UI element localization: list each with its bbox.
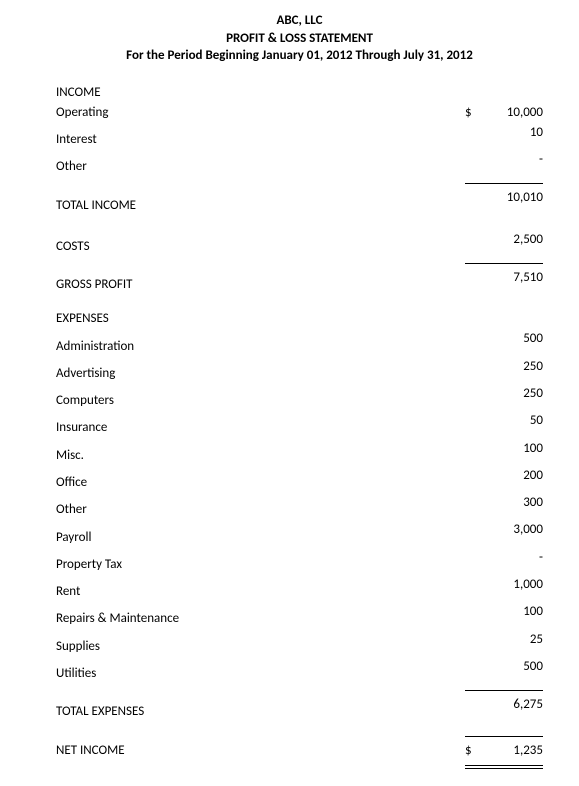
row-value: 100 [485, 602, 543, 622]
row-value: 10,000 [485, 103, 543, 123]
amount: 10 [465, 123, 543, 143]
gross-profit-row: GROSS PROFIT 7,510 [56, 263, 543, 295]
gross-profit-label: GROSS PROFIT [56, 275, 465, 295]
amount: $ 10,000 [465, 103, 543, 123]
row-value: 200 [485, 466, 543, 486]
expenses-heading: EXPENSES [56, 309, 465, 329]
row-value: 10 [485, 123, 543, 143]
row-value: 25 [485, 630, 543, 650]
row-label: Utilities [56, 664, 465, 684]
currency-symbol: $ [465, 103, 485, 123]
amount: 250 [465, 357, 543, 377]
row-label: Other [56, 157, 465, 177]
total-expenses-label: TOTAL EXPENSES [56, 702, 465, 722]
expense-row: Repairs & Maintenance 100 [56, 602, 543, 629]
row-label: Misc. [56, 446, 465, 466]
amount: 100 [465, 439, 543, 459]
total-income-label: TOTAL INCOME [56, 196, 465, 216]
row-label: Operating [56, 103, 465, 123]
row-value: 3,000 [485, 520, 543, 540]
row-label: Computers [56, 391, 465, 411]
expense-row: Office 200 [56, 466, 543, 493]
amount: 100 [465, 602, 543, 622]
expense-row: Rent 1,000 [56, 575, 543, 602]
expense-rows: Administration500Advertising250Computers… [56, 329, 543, 684]
amount: 10,010 [465, 183, 543, 208]
row-value: 100 [485, 439, 543, 459]
amount: 500 [465, 329, 543, 349]
row-label: Administration [56, 337, 465, 357]
amount: 6,275 [465, 690, 543, 715]
amount: $ 1,235 [465, 736, 543, 761]
expense-row: Supplies 25 [56, 630, 543, 657]
total-income-row: TOTAL INCOME 10,010 [56, 183, 543, 215]
row-value: 300 [485, 493, 543, 513]
amount: - [465, 150, 543, 170]
currency-symbol: $ [465, 741, 485, 761]
net-income-value: 1,235 [485, 741, 543, 761]
total-expenses-row: TOTAL EXPENSES 6,275 [56, 690, 543, 722]
amount: 25 [465, 630, 543, 650]
row-label: Property Tax [56, 555, 465, 575]
expense-row: Computers 250 [56, 384, 543, 411]
amount: 7,510 [465, 263, 543, 288]
amount: 2,500 [465, 230, 543, 250]
net-income-row: NET INCOME $ 1,235 [56, 736, 543, 761]
row-label: Other [56, 500, 465, 520]
amount: 3,000 [465, 520, 543, 540]
row-value: - [485, 548, 543, 568]
income-row-interest: Interest 10 [56, 123, 543, 150]
period: For the Period Beginning January 01, 201… [56, 47, 543, 65]
row-value: 50 [485, 411, 543, 431]
costs-label: COSTS [56, 237, 465, 257]
row-label: Advertising [56, 364, 465, 384]
amount: 300 [465, 493, 543, 513]
expense-row: Administration 500 [56, 329, 543, 356]
expense-row: Advertising 250 [56, 357, 543, 384]
expense-row: Other 300 [56, 493, 543, 520]
row-label: Supplies [56, 637, 465, 657]
row-label: Payroll [56, 528, 465, 548]
row-value: 1,000 [485, 575, 543, 595]
gross-profit-value: 7,510 [485, 268, 543, 288]
costs-row: COSTS 2,500 [56, 230, 543, 257]
profit-loss-statement: ABC, LLC PROFIT & LOSS STATEMENT For the… [0, 0, 579, 786]
header: ABC, LLC PROFIT & LOSS STATEMENT For the… [56, 12, 543, 65]
row-label: Insurance [56, 418, 465, 438]
expense-row: Insurance 50 [56, 411, 543, 438]
net-income-double-rule [56, 762, 543, 766]
total-income-value: 10,010 [485, 188, 543, 208]
row-label: Office [56, 473, 465, 493]
amount: 50 [465, 411, 543, 431]
row-label: Repairs & Maintenance [56, 609, 465, 629]
row-label: Rent [56, 582, 465, 602]
total-expenses-value: 6,275 [485, 695, 543, 715]
costs-value: 2,500 [485, 230, 543, 250]
row-value: - [485, 150, 543, 170]
row-value: 500 [485, 657, 543, 677]
statement-title: PROFIT & LOSS STATEMENT [56, 30, 543, 48]
net-income-label: NET INCOME [56, 741, 465, 761]
income-heading: INCOME [56, 83, 465, 103]
expense-row: Payroll 3,000 [56, 520, 543, 547]
amount: 1,000 [465, 575, 543, 595]
expense-row: Property Tax- [56, 548, 543, 575]
income-row-operating: Operating $ 10,000 [56, 103, 543, 123]
row-label: Interest [56, 130, 465, 150]
income-heading-row: INCOME [56, 83, 543, 103]
amount: 250 [465, 384, 543, 404]
row-value: 500 [485, 329, 543, 349]
expenses-heading-row: EXPENSES [56, 309, 543, 329]
amount: 500 [465, 657, 543, 677]
amount: 200 [465, 466, 543, 486]
expense-row: Utilities 500 [56, 657, 543, 684]
row-value: 250 [485, 357, 543, 377]
row-value: 250 [485, 384, 543, 404]
expense-row: Misc. 100 [56, 439, 543, 466]
company-name: ABC, LLC [56, 12, 543, 30]
income-row-other: Other - [56, 150, 543, 177]
amount: - [465, 548, 543, 568]
